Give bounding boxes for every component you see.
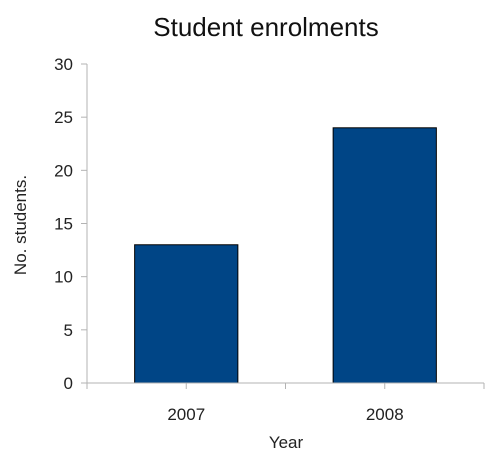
y-tick-label: 5 <box>64 321 73 340</box>
x-axis-tick-labels: 2007 2008 <box>167 405 403 424</box>
y-axis-tick-labels: 0 5 10 15 20 25 30 <box>54 55 73 393</box>
x-tick-label: 2008 <box>366 405 404 424</box>
y-axis-ticks <box>81 63 87 384</box>
x-tick-label: 2007 <box>167 405 205 424</box>
y-tick-label: 30 <box>54 55 73 74</box>
y-tick-label: 10 <box>54 268 73 287</box>
y-tick-label: 0 <box>64 374 73 393</box>
x-axis-ticks <box>86 383 485 389</box>
chart-title: Student enrolments <box>153 12 378 42</box>
y-tick-label: 25 <box>54 108 73 127</box>
y-tick-label: 15 <box>54 215 73 234</box>
bar-2008 <box>332 127 437 384</box>
y-axis-label: No. students. <box>11 175 30 275</box>
x-axis-label: Year <box>269 433 304 452</box>
y-tick-label: 20 <box>54 161 73 180</box>
bars <box>134 127 437 384</box>
bar-2007 <box>134 244 239 384</box>
